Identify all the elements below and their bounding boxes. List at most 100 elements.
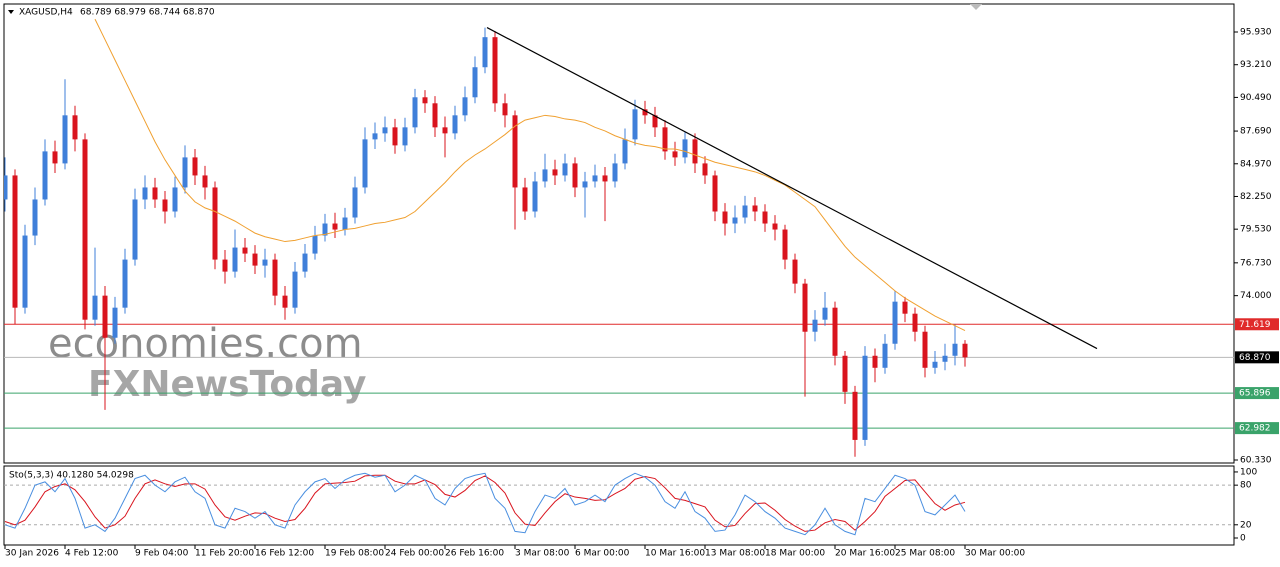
candle-body	[772, 223, 778, 230]
candle-body	[722, 211, 728, 224]
x-tick-label: 25 Mar 08:00	[895, 549, 955, 559]
candle-body	[682, 139, 688, 158]
candle-body	[882, 343, 888, 368]
candle-body	[392, 127, 398, 146]
candle-body	[202, 175, 208, 188]
candle-body	[572, 163, 578, 188]
stoch-d	[4, 474, 966, 532]
candle-body	[932, 361, 938, 368]
candle-body	[132, 199, 138, 260]
y-tick-label: 76.730	[1240, 258, 1272, 268]
y-tick-label: 82.250	[1240, 192, 1272, 202]
level-label: 68.870	[1239, 353, 1271, 363]
candle-body	[712, 175, 718, 212]
level-label: 62.982	[1239, 424, 1271, 434]
plot	[4, 18, 1234, 457]
candle-body	[792, 259, 798, 284]
candle-body	[502, 103, 508, 116]
candle-body	[802, 283, 808, 332]
candle-body	[332, 223, 338, 230]
candle-body	[192, 157, 198, 176]
candle-body	[12, 175, 18, 308]
stoch-tick-label: 100	[1240, 467, 1257, 477]
candle-body	[692, 139, 698, 164]
candle-body	[442, 127, 448, 134]
candle-body	[652, 115, 658, 128]
x-tick-label: 9 Feb 04:00	[135, 549, 189, 559]
candle-body	[242, 247, 248, 254]
candle-body	[922, 331, 928, 368]
candle-body	[152, 187, 158, 200]
candle-body	[622, 139, 628, 164]
candle-body	[752, 205, 758, 212]
candle-body	[42, 151, 48, 200]
candle-body	[222, 259, 228, 272]
level-label: 71.619	[1239, 320, 1271, 330]
candle-body	[162, 199, 168, 212]
candle-body	[402, 127, 408, 146]
candle-body	[322, 223, 328, 236]
candle-body	[942, 355, 948, 362]
candle-body	[482, 37, 488, 68]
candle-body	[352, 187, 358, 218]
y-tick-label: 74.000	[1240, 291, 1272, 301]
candle-body	[112, 307, 118, 338]
symbol: XAGUSD,H4	[19, 8, 73, 18]
x-tick-label: 20 Mar 16:00	[835, 549, 895, 559]
candle-body	[312, 235, 318, 254]
candle-body	[212, 187, 218, 260]
candle-body	[642, 109, 648, 116]
candle-body	[552, 169, 558, 176]
candle-body	[472, 67, 478, 98]
candle-body	[52, 151, 58, 164]
candle-body	[782, 229, 788, 260]
shift-marker	[970, 4, 982, 10]
y-tick-label: 84.970	[1240, 159, 1272, 169]
stoch-panel	[3, 465, 1235, 546]
candle-body	[862, 355, 868, 440]
x-tick-label: 4 Feb 12:00	[65, 549, 119, 559]
candle-body	[172, 187, 178, 212]
candle-body	[632, 109, 638, 140]
stoch-tick-label: 0	[1240, 533, 1246, 543]
candle-body	[142, 187, 148, 200]
candle-body	[962, 343, 968, 358]
level-label: 65.896	[1239, 389, 1271, 399]
candle-body	[22, 235, 28, 308]
menu-arrow	[8, 10, 14, 14]
watermark: FXNewsToday	[88, 364, 367, 405]
x-tick-label: 19 Feb 08:00	[325, 549, 384, 559]
candle-body	[432, 103, 438, 128]
candle-body	[702, 163, 708, 176]
candle-body	[72, 115, 78, 140]
candle-body	[462, 97, 468, 116]
x-tick-label: 18 Mar 00:00	[765, 549, 825, 559]
candle-body	[762, 211, 768, 224]
watermark: economies.com	[48, 321, 363, 367]
y-tick-label: 60.330	[1240, 455, 1272, 465]
candle-body	[562, 163, 568, 176]
x-tick-label: 30 Mar 00:00	[965, 549, 1025, 559]
candle-body	[292, 271, 298, 308]
candle-body	[262, 259, 268, 266]
candle-body	[812, 319, 818, 332]
candle-body	[492, 37, 498, 104]
candle-body	[272, 259, 278, 296]
candle-body	[362, 139, 368, 188]
candle-body	[412, 97, 418, 128]
candle-body	[902, 301, 908, 314]
candle-body	[32, 199, 38, 236]
candle-body	[582, 181, 588, 188]
trendline	[486, 27, 1098, 350]
level-box	[1235, 387, 1279, 400]
candle-body	[672, 151, 678, 158]
candle-body	[832, 307, 838, 356]
candle-body	[182, 157, 188, 188]
candle-body	[662, 127, 668, 152]
candle-body	[82, 139, 88, 320]
candle-body	[512, 115, 518, 188]
moving-average	[94, 18, 966, 331]
candle-body	[282, 295, 288, 308]
stoch-tick-label: 80	[1240, 481, 1252, 491]
candle-body	[422, 97, 428, 104]
